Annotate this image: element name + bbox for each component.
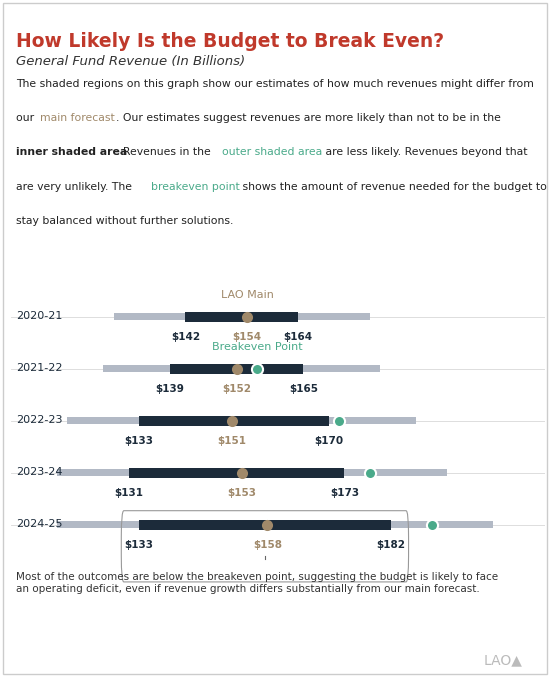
Text: 2022-23: 2022-23 bbox=[16, 415, 63, 424]
Text: $153: $153 bbox=[227, 487, 256, 498]
Text: $133: $133 bbox=[125, 435, 154, 445]
Text: Breakeven Point: Breakeven Point bbox=[212, 342, 302, 352]
Text: our: our bbox=[16, 113, 38, 123]
Text: shows the amount of revenue needed for the budget to: shows the amount of revenue needed for t… bbox=[239, 182, 547, 192]
Text: $133: $133 bbox=[125, 540, 154, 550]
Bar bbox=[129, 468, 344, 478]
Text: $173: $173 bbox=[330, 487, 359, 498]
Text: $154: $154 bbox=[233, 332, 262, 342]
Text: 2024-25: 2024-25 bbox=[16, 519, 63, 529]
Text: $164: $164 bbox=[284, 332, 313, 342]
Text: Figure 7: Figure 7 bbox=[9, 6, 63, 19]
Bar bbox=[114, 313, 370, 320]
Text: main forecast: main forecast bbox=[40, 113, 115, 123]
Bar bbox=[185, 311, 298, 322]
Text: $170: $170 bbox=[315, 435, 344, 445]
Text: 2021-22: 2021-22 bbox=[16, 363, 63, 373]
Text: . Revenues in the: . Revenues in the bbox=[116, 148, 214, 158]
Text: $182: $182 bbox=[376, 540, 405, 550]
Bar bbox=[139, 416, 329, 426]
Text: . Our estimates suggest revenues are more likely than not to be in the: . Our estimates suggest revenues are mor… bbox=[116, 113, 501, 123]
Text: $152: $152 bbox=[222, 384, 251, 393]
Text: General Fund Revenue (In Billions): General Fund Revenue (In Billions) bbox=[16, 55, 246, 68]
Text: are very unlikely. The: are very unlikely. The bbox=[16, 182, 136, 192]
Bar bbox=[139, 519, 390, 530]
Text: Most of the outcomes are below the breakeven point, suggesting the budget is lik: Most of the outcomes are below the break… bbox=[16, 572, 499, 594]
Text: LAO▲: LAO▲ bbox=[483, 653, 522, 667]
Text: How Likely Is the Budget to Break Even?: How Likely Is the Budget to Break Even? bbox=[16, 32, 444, 51]
Text: $139: $139 bbox=[156, 384, 184, 393]
Text: $142: $142 bbox=[171, 332, 200, 342]
Text: 2023-24: 2023-24 bbox=[16, 466, 63, 477]
Bar bbox=[68, 418, 416, 424]
Text: $151: $151 bbox=[217, 435, 246, 445]
Text: The shaded regions on this graph show our estimates of how much revenues might d: The shaded regions on this graph show ou… bbox=[16, 79, 535, 89]
Text: outer shaded area: outer shaded area bbox=[222, 148, 322, 158]
Text: inner shaded area: inner shaded area bbox=[16, 148, 128, 158]
Text: breakeven point: breakeven point bbox=[151, 182, 240, 192]
Text: stay balanced without further solutions.: stay balanced without further solutions. bbox=[16, 217, 234, 226]
Bar bbox=[57, 521, 493, 528]
Text: $165: $165 bbox=[289, 384, 318, 393]
Bar bbox=[57, 469, 447, 476]
Text: LAO Main: LAO Main bbox=[221, 290, 273, 300]
Text: are less likely. Revenues beyond that: are less likely. Revenues beyond that bbox=[322, 148, 527, 158]
Text: $131: $131 bbox=[114, 487, 144, 498]
Text: 2020-21: 2020-21 bbox=[16, 311, 63, 321]
Bar bbox=[103, 366, 381, 372]
Bar bbox=[170, 364, 304, 374]
Text: $158: $158 bbox=[253, 540, 282, 550]
